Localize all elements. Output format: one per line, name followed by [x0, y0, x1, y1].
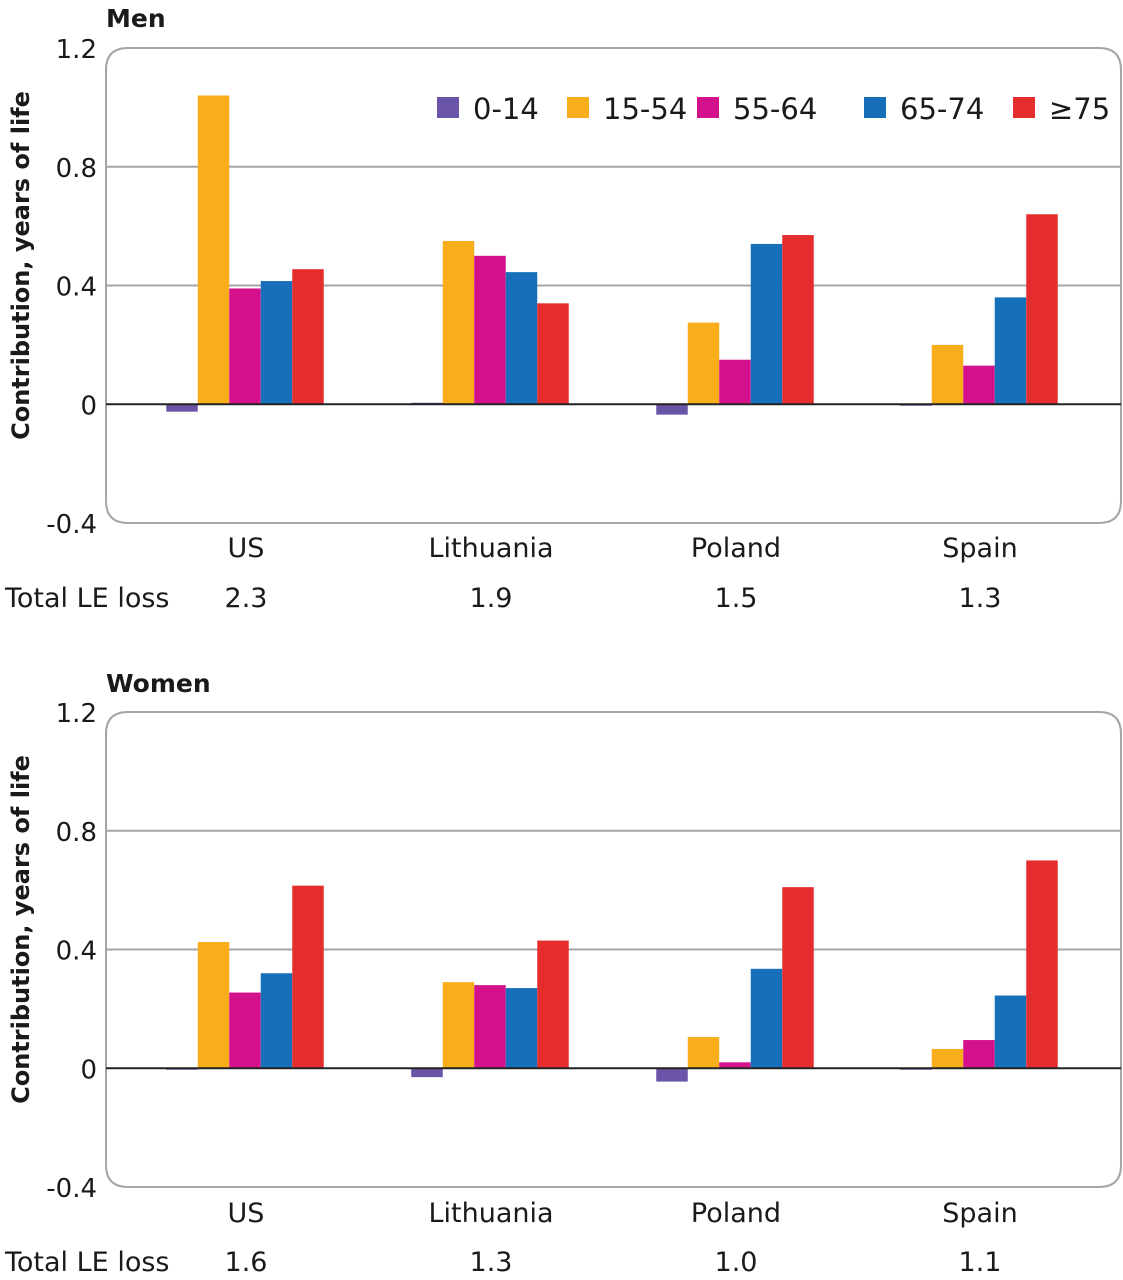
legend-label: 55-64	[733, 92, 817, 126]
x-tick-label: Spain	[942, 533, 1017, 564]
bar-spain-15-54	[931, 1048, 964, 1069]
total-le-loss-value: 1.3	[959, 583, 1002, 614]
bar-poland-55-64	[719, 1062, 751, 1069]
x-tick-label: US	[228, 1198, 265, 1229]
panel-men: Men Contribution, years of life 1.2 0.8 0.4 0…	[4, 4, 1122, 614]
bar-poland-0-14	[656, 1068, 688, 1082]
bar-poland-55-64	[719, 359, 751, 405]
total-le-loss-value: 2.3	[225, 583, 268, 614]
bar-poland-65-74	[750, 968, 783, 1069]
legend-swatch	[697, 97, 719, 118]
legend-swatch	[437, 97, 459, 118]
bar-lithuania-65-74	[505, 988, 538, 1069]
y-tick-label: 0.4	[56, 937, 97, 967]
legend-item: ≥75	[1013, 92, 1110, 126]
x-tick-label: Lithuania	[428, 533, 553, 564]
total-le-loss-value: 1.9	[470, 583, 513, 614]
total-le-loss-value: 1.3	[470, 1247, 513, 1278]
y-tick-label: 0.8	[56, 818, 97, 848]
y-tick-label: -0.4	[46, 510, 97, 540]
y-tick-label: -0.4	[46, 1174, 97, 1204]
bar-lithuania-15-54	[442, 982, 475, 1069]
legend-swatch	[1013, 97, 1035, 118]
panel-title: Women	[106, 669, 211, 698]
bar-us-65-74	[260, 973, 293, 1069]
x-tick-label: Poland	[691, 1198, 781, 1229]
bar-poland-65-74	[750, 243, 783, 405]
legend-label: ≥75	[1049, 92, 1110, 126]
total-le-loss-value: 1.6	[225, 1247, 268, 1278]
bar-spain-65-74	[994, 995, 1027, 1069]
y-tick-label: 0.8	[56, 154, 97, 184]
legend-swatch	[864, 97, 886, 118]
bar-poland-ge75	[782, 235, 814, 405]
y-tick-label: 0	[80, 391, 97, 421]
bar-lithuania-ge75	[537, 303, 569, 405]
y-axis-label: Contribution, years of life	[7, 755, 35, 1104]
total-le-loss-label: Total LE loss	[4, 583, 169, 614]
bar-us-15-54	[197, 95, 230, 405]
y-tick-label: 1.2	[56, 35, 97, 65]
legend-item: 65-74	[864, 92, 984, 126]
bar-us-65-74	[260, 281, 293, 405]
bar-spain-65-74	[994, 297, 1027, 405]
bar-us-ge75	[292, 269, 324, 405]
plot-frame	[105, 47, 1122, 524]
plot-frame	[105, 711, 1122, 1188]
y-tick-label: 1.2	[56, 699, 97, 729]
bar-us-0-14	[166, 404, 198, 412]
legend-label: 15-54	[603, 92, 687, 126]
total-le-loss-value: 1.0	[715, 1247, 758, 1278]
bar-lithuania-15-54	[442, 240, 475, 405]
bar-spain-55-64	[963, 1040, 995, 1069]
total-le-loss-value: 1.1	[959, 1247, 1002, 1278]
bar-spain-ge75	[1026, 214, 1058, 405]
total-le-loss-value: 1.5	[715, 583, 758, 614]
bar-poland-15-54	[687, 322, 720, 405]
legend-swatch	[567, 97, 589, 118]
legend-item: 0-14	[437, 92, 539, 126]
legend-item: 55-64	[697, 92, 817, 126]
panel-title: Men	[106, 4, 166, 33]
panel-women: Women Contribution, years of life 1.2 0.8 0.…	[4, 669, 1122, 1278]
bar-poland-ge75	[782, 887, 814, 1069]
bar-poland-0-14	[656, 404, 688, 415]
bar-us-55-64	[229, 288, 261, 405]
x-tick-label: Poland	[691, 533, 781, 564]
total-le-loss-label: Total LE loss	[4, 1247, 169, 1278]
x-tick-label: Lithuania	[428, 1198, 553, 1229]
legend-item: 15-54	[567, 92, 687, 126]
bar-us-ge75	[292, 885, 324, 1069]
legend-label: 0-14	[473, 92, 539, 126]
bar-lithuania-ge75	[537, 940, 569, 1069]
bar-lithuania-55-64	[474, 985, 506, 1069]
bar-lithuania-55-64	[474, 255, 506, 405]
legend: 0-14 15-54 55-64 65-74 ≥75	[437, 92, 1110, 126]
bar-us-15-54	[197, 942, 230, 1069]
x-tick-label: Spain	[942, 1198, 1017, 1229]
bar-lithuania-0-14	[411, 1068, 443, 1078]
x-tick-label: US	[228, 533, 265, 564]
bar-us-55-64	[229, 992, 261, 1069]
y-tick-label: 0.4	[56, 273, 97, 303]
bar-poland-15-54	[687, 1037, 720, 1069]
bar-lithuania-65-74	[505, 272, 538, 405]
y-axis-label: Contribution, years of life	[7, 91, 35, 440]
bar-spain-15-54	[931, 344, 964, 405]
bar-spain-55-64	[963, 365, 995, 405]
bar-spain-ge75	[1026, 860, 1058, 1069]
legend-label: 65-74	[900, 92, 984, 126]
y-tick-label: 0	[80, 1055, 97, 1085]
